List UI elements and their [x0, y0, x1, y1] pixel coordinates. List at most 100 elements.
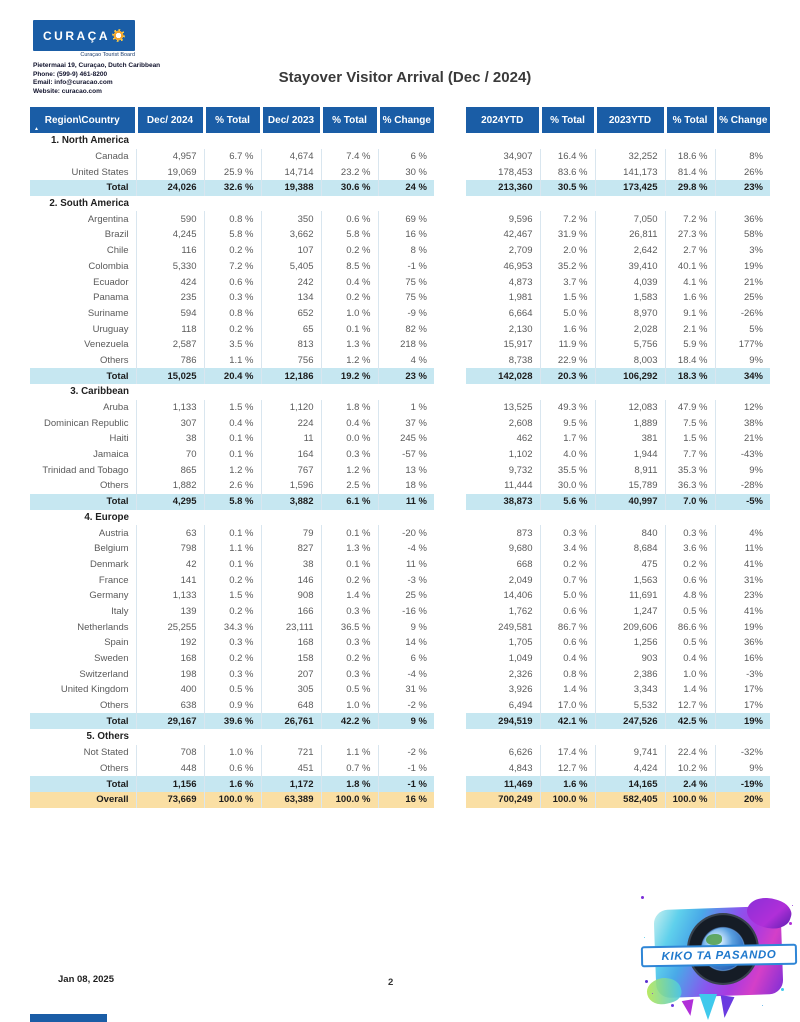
- value-cell: 7.4 %: [320, 148, 378, 165]
- table-row: Total 24,026 32.6 % 19,388 30.6 % 24 %: [30, 180, 434, 196]
- value-cell: 19%: [714, 713, 770, 730]
- value-cell: 5%: [714, 321, 770, 337]
- value-cell: 1.2 %: [320, 462, 378, 479]
- value-cell: 15,789: [594, 478, 665, 494]
- value-cell: 18.6 %: [664, 148, 715, 165]
- value-cell: 0.9 %: [203, 697, 261, 714]
- value-cell: 49.3 %: [539, 399, 595, 416]
- value-cell: 5.8 %: [320, 227, 378, 243]
- value-cell: [261, 196, 321, 212]
- value-cell: 305: [260, 682, 321, 698]
- value-cell: 721: [260, 744, 321, 761]
- value-cell: 840: [594, 525, 665, 541]
- column-header: % Change: [713, 107, 770, 133]
- value-cell: 0.3 %: [203, 635, 261, 651]
- value-cell: [595, 384, 665, 400]
- value-cell: 1.5 %: [664, 431, 715, 447]
- value-cell: 0.6 %: [203, 760, 261, 777]
- value-cell: 198: [135, 666, 204, 683]
- table-row: 2,130 1.6 % 2,028 2.1 % 5%: [466, 321, 770, 337]
- value-cell: [595, 510, 665, 526]
- value-cell: 25%: [714, 289, 770, 306]
- value-cell: 1,247: [594, 603, 665, 620]
- value-cell: 2.7 %: [664, 242, 715, 259]
- table-row: Suriname 594 0.8 % 652 1.0 % -9 %: [30, 305, 434, 322]
- value-cell: 139: [135, 603, 204, 620]
- value-cell: 2,028: [594, 321, 665, 337]
- value-cell: [136, 510, 204, 526]
- value-cell: 38%: [714, 415, 770, 432]
- table-row: Trinidad and Tobago 865 1.2 % 767 1.2 % 13 %: [30, 462, 434, 479]
- group-label: 1. North America: [50, 135, 129, 147]
- value-cell: 8%: [714, 148, 770, 165]
- value-cell: 1.5 %: [203, 587, 261, 604]
- group-label: 4. Europe: [84, 511, 129, 523]
- value-cell: 100.0 %: [539, 791, 595, 808]
- value-cell: 827: [260, 540, 321, 557]
- value-cell: 24 %: [377, 180, 434, 196]
- group-row: [466, 384, 770, 400]
- value-cell: [715, 384, 770, 400]
- total-label: Total: [30, 493, 136, 510]
- table-row: 11,469 1.6 % 14,165 2.4 % -19%: [466, 776, 770, 792]
- value-cell: 224: [260, 415, 321, 432]
- value-cell: [466, 729, 540, 745]
- value-cell: 786: [135, 352, 204, 369]
- value-cell: 47.9 %: [664, 399, 715, 416]
- value-cell: 30.0 %: [539, 478, 595, 494]
- value-cell: 25,255: [135, 619, 204, 635]
- value-cell: 249,581: [498, 621, 533, 633]
- value-cell: 6,626: [508, 747, 533, 759]
- value-cell: -19%: [714, 776, 770, 792]
- value-cell: 0.2 %: [320, 242, 378, 259]
- group-label: 2. South America: [49, 198, 129, 210]
- total-label: Total: [30, 776, 136, 792]
- value-cell: [321, 133, 378, 149]
- value-cell: 2.4 %: [664, 776, 715, 792]
- country-label: Others: [99, 762, 129, 774]
- value-cell: 1.0 %: [664, 666, 715, 683]
- value-cell: 908: [260, 587, 321, 604]
- value-cell: 29,167: [135, 713, 204, 730]
- value-cell: 242: [260, 274, 321, 290]
- value-cell: 0.2 %: [203, 321, 261, 337]
- value-cell: 20.4 %: [203, 368, 261, 384]
- value-cell: 1,049: [508, 653, 533, 665]
- value-cell: 0.1 %: [203, 446, 261, 463]
- value-cell: 1.2 %: [203, 462, 261, 479]
- table-row: Spain 192 0.3 % 168 0.3 % 14 %: [30, 635, 434, 651]
- value-cell: [378, 133, 434, 149]
- value-cell: [715, 729, 770, 745]
- value-cell: 11 %: [377, 493, 434, 510]
- value-cell: [540, 510, 595, 526]
- value-cell: 168: [135, 650, 204, 667]
- value-cell: -28%: [714, 478, 770, 494]
- value-cell: [466, 133, 540, 149]
- value-cell: 9%: [714, 760, 770, 777]
- value-cell: [321, 196, 378, 212]
- value-cell: [204, 510, 261, 526]
- value-cell: 3,882: [260, 493, 321, 510]
- value-cell: 0.1 %: [320, 525, 378, 541]
- value-cell: 17.0 %: [539, 697, 595, 714]
- value-cell: 134: [260, 289, 321, 306]
- group-row: 2. South America: [30, 196, 434, 212]
- table-row: 873 0.3 % 840 0.3 % 4%: [466, 525, 770, 541]
- group-row: [466, 133, 770, 149]
- column-header: Region\Country ▲: [30, 107, 136, 133]
- value-cell: 1,762: [508, 605, 533, 617]
- column-header: 2024YTD: [466, 107, 540, 133]
- value-cell: 11.9 %: [539, 336, 595, 353]
- table-row: Overall 73,669 100.0 % 63,389 100.0 % 16 %: [30, 791, 434, 808]
- value-cell: [595, 196, 665, 212]
- value-cell: 5.6 %: [539, 493, 595, 510]
- value-cell: 6.1 %: [320, 493, 378, 510]
- value-cell: 0.3 %: [539, 525, 595, 541]
- country-label: Italy: [111, 605, 129, 617]
- value-cell: 42.2 %: [320, 713, 378, 730]
- country-label: Argentina: [87, 213, 129, 225]
- ytd-table-header-row: 2024YTD% Total 2023YTD% Total% Change: [466, 107, 770, 133]
- value-cell: 19,388: [260, 180, 321, 196]
- value-cell: 31.9 %: [539, 227, 595, 243]
- value-cell: 34.3 %: [203, 619, 261, 635]
